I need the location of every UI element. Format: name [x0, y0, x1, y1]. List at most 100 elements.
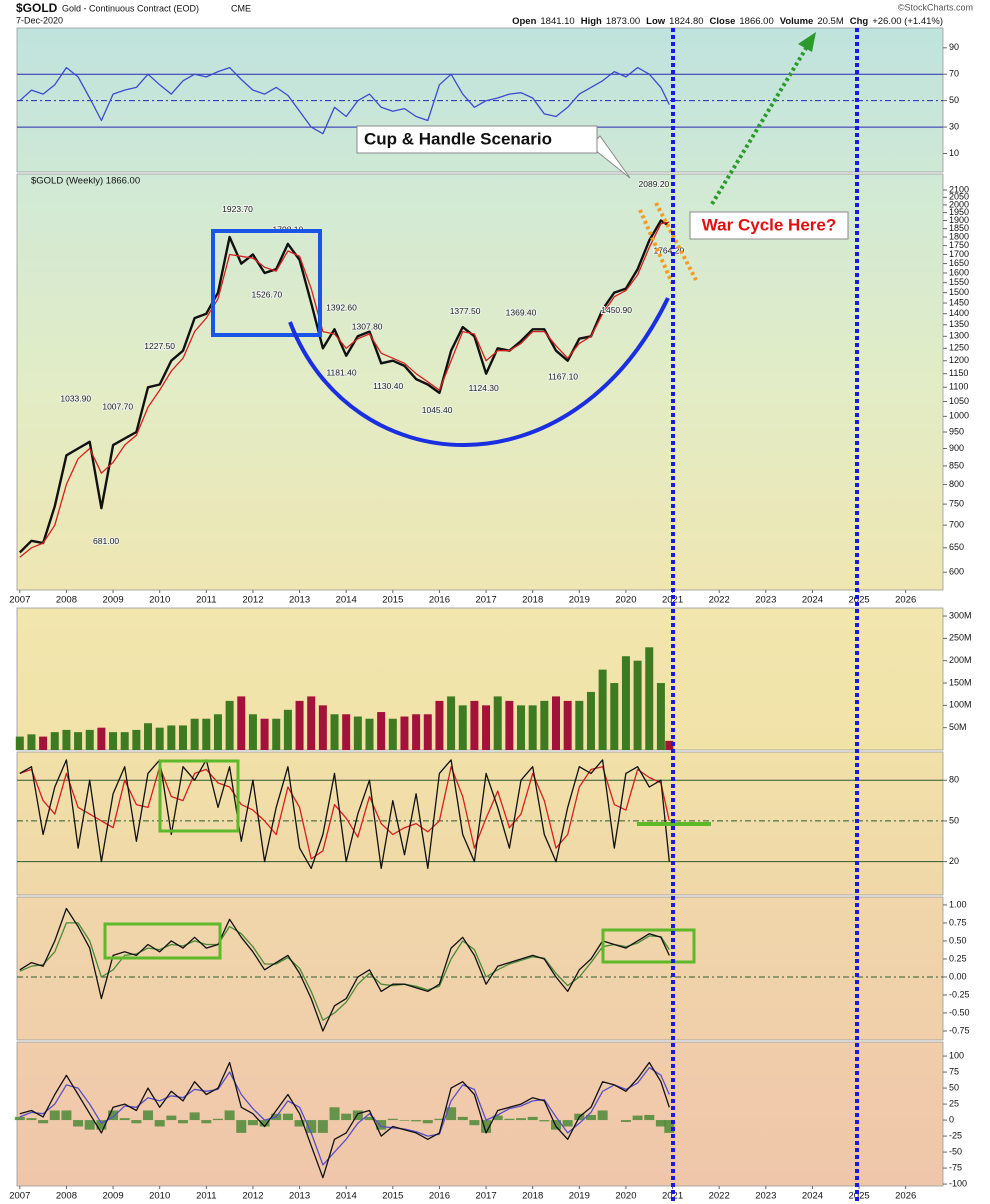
annotations: Cup & Handle Scenario War Cycle Here?	[103, 28, 859, 1204]
volume-bar	[248, 714, 257, 750]
x-tick-label: 2024	[802, 1191, 823, 1202]
quote-value: 20.5M	[817, 16, 843, 27]
histogram-bar	[585, 1114, 596, 1121]
histogram-bar	[294, 1120, 305, 1127]
price-label: 1369.40	[506, 308, 537, 318]
callout-text: War Cycle Here?	[702, 215, 836, 234]
y-tick-label: 600	[949, 567, 964, 577]
y-tick-label: 20	[949, 856, 959, 866]
legend-text: $GOLD (Weekly) 1866.00	[31, 176, 140, 187]
quote-label: Volume	[780, 16, 814, 27]
y-tick-label: 80	[949, 775, 959, 785]
y-tick-label: 0.75	[949, 917, 967, 927]
histogram-bar	[131, 1120, 142, 1124]
histogram-bar	[212, 1118, 223, 1121]
volume-bar	[493, 696, 502, 750]
x-tick-label: 2010	[149, 595, 170, 606]
handle-line	[638, 209, 674, 284]
y-tick-label: 50	[949, 815, 959, 825]
volume-bar	[470, 700, 479, 750]
histogram-bar	[282, 1113, 293, 1121]
price-label: 1450.90	[601, 305, 632, 315]
y-tick-label: 50	[949, 1082, 959, 1092]
volume-bar	[15, 736, 24, 750]
histogram-bar	[166, 1115, 177, 1121]
volume-bar	[144, 723, 153, 750]
x-tick-label: 2021	[662, 1191, 683, 1202]
series-line	[19, 922, 670, 1021]
x-tick-label: 2016	[429, 1191, 450, 1202]
arrow-line	[710, 43, 810, 206]
y-tick-label: 850	[949, 460, 964, 470]
histogram-bar	[376, 1120, 387, 1130]
x-tick-label: 2022	[709, 595, 730, 606]
volume-bar	[109, 732, 118, 750]
x-tick-label: 2017	[475, 1191, 496, 1202]
handle-line	[654, 202, 698, 281]
instrument-name: Gold - Continuous Contract (EOD)	[62, 3, 199, 13]
volume-bar	[330, 714, 339, 750]
volume-bar	[155, 727, 164, 750]
histogram-bar	[387, 1118, 398, 1121]
quote-value: +26.00 (+1.41%)	[872, 16, 943, 27]
x-tick-label: 2024	[802, 595, 823, 606]
price-label: 1526.70	[252, 290, 283, 300]
quote-label: Low	[646, 16, 666, 27]
price-label: 1307.80	[352, 322, 383, 332]
y-tick-label: 300M	[949, 610, 972, 620]
histogram-bar	[620, 1120, 631, 1122]
x-tick-label: 2019	[569, 1191, 590, 1202]
y-tick-label: 2050	[949, 192, 969, 202]
price-label: 1227.50	[144, 341, 175, 351]
price-label: 1181.40	[326, 368, 356, 378]
volume-bar	[167, 725, 176, 750]
volume-bar	[237, 696, 246, 750]
volume-bar	[400, 716, 409, 750]
series-line	[19, 907, 670, 1032]
y-tick-label: 1050	[949, 396, 969, 406]
volume-bar	[517, 705, 526, 750]
x-tick-label: 2017	[475, 595, 496, 606]
price-label: 681.00	[93, 536, 119, 546]
x-tick-label: 2019	[569, 595, 590, 606]
price-label: 1167.10	[548, 371, 578, 381]
histogram-bar	[632, 1115, 643, 1121]
volume-bar	[458, 705, 467, 750]
histogram-bar	[201, 1120, 212, 1124]
histogram-bar	[539, 1120, 550, 1122]
y-tick-label: 1650	[949, 258, 969, 268]
y-tick-label: 700	[949, 520, 964, 530]
volume-bar	[178, 725, 187, 750]
volume-bar	[645, 647, 654, 750]
exchange: CME	[231, 3, 251, 13]
volume-bar	[342, 714, 351, 750]
y-tick-label: 200M	[949, 655, 972, 665]
y-tick-label: 25	[949, 1098, 959, 1108]
volume-bar	[97, 727, 106, 750]
highlight-box	[601, 928, 696, 964]
price-label: 1923.70	[222, 204, 253, 214]
price-label: 1124.30	[469, 383, 499, 393]
highlight-box	[211, 229, 322, 337]
y-tick-label: -0.50	[949, 1007, 970, 1017]
y-tick-label: 70	[949, 69, 959, 79]
volume-bar	[50, 732, 59, 750]
volume-bar	[505, 700, 514, 750]
volume-bar	[598, 669, 607, 750]
volume-bar	[528, 705, 537, 750]
histogram-bar	[469, 1120, 480, 1126]
histogram-bar	[14, 1116, 25, 1121]
price-label: 1007.70	[102, 401, 133, 411]
histogram-bar	[457, 1116, 468, 1121]
plot-area: 1030507090600650700750800850900950100010…	[9, 27, 972, 1202]
x-tick-label: 2021	[662, 595, 683, 606]
volume-bar	[447, 696, 456, 750]
callout-box	[356, 125, 598, 154]
y-tick-label: 50M	[949, 722, 967, 732]
price-label: 1045.40	[422, 405, 453, 415]
y-tick-label: -50	[949, 1146, 962, 1156]
series-line	[19, 66, 670, 135]
histogram-bar	[551, 1120, 562, 1130]
series-line	[19, 221, 670, 558]
x-tick-label: 2015	[382, 595, 403, 606]
